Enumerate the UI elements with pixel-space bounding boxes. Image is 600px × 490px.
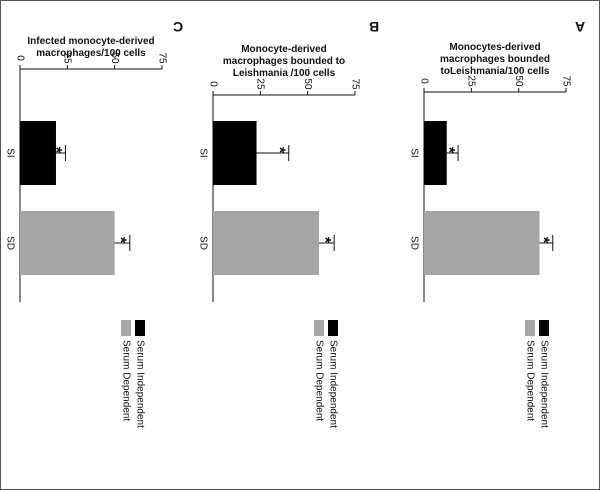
y-tick-label: 25: [255, 78, 266, 90]
chart-title-line: macrophages/100 cells: [36, 48, 146, 59]
legend-label: Serum Independent: [134, 340, 145, 428]
y-tick-label: 0: [418, 78, 429, 84]
significance-marker: *: [270, 147, 287, 154]
chart-title-line: Infected monocyte-derived: [27, 36, 154, 47]
chart-title-line: macrophages bounded to: [223, 56, 345, 67]
legend-swatch: [135, 320, 145, 336]
legend-swatch: [539, 320, 549, 336]
chart-title-line: macrophages bounded: [440, 54, 550, 65]
x-tick-label: SD: [408, 236, 419, 250]
legend-swatch: [121, 320, 131, 336]
legend-swatch: [314, 320, 324, 336]
significance-marker: *: [47, 147, 64, 154]
panel-letter: A: [575, 19, 585, 35]
chart-title-line: Monocyte-derived: [241, 44, 327, 55]
x-tick-label: SI: [4, 148, 15, 157]
y-tick-label: 50: [513, 75, 524, 87]
legend-label: Serum Independent: [538, 340, 549, 428]
x-tick-label: SD: [197, 236, 208, 250]
legend-label: Serum Dependent: [120, 340, 131, 421]
chart-title-line: toLeishmania/100 cells: [441, 66, 550, 77]
y-tick-label: 25: [62, 52, 73, 64]
significance-marker: *: [440, 147, 457, 154]
significance-marker: *: [316, 237, 333, 244]
y-tick-label: 75: [560, 75, 571, 87]
x-tick-label: SI: [408, 148, 419, 157]
panel-letter: C: [173, 19, 183, 35]
significance-marker: *: [112, 237, 129, 244]
bar-si: [20, 121, 56, 185]
y-tick-label: 0: [14, 55, 25, 61]
bar-si: [213, 121, 257, 185]
x-tick-label: SD: [4, 236, 15, 250]
panel-letter: B: [369, 19, 379, 35]
y-tick-label: 0: [207, 81, 218, 87]
legend-swatch: [525, 320, 535, 336]
bar-sd: [20, 211, 115, 275]
bar-sd: [424, 211, 540, 275]
legend-label: Serum Independent: [327, 340, 338, 428]
y-tick-label: 75: [156, 52, 167, 64]
y-tick-label: 50: [302, 78, 313, 90]
x-tick-label: SI: [197, 148, 208, 157]
y-tick-label: 75: [349, 78, 360, 90]
y-tick-label: 25: [466, 75, 477, 87]
bar-sd: [213, 211, 320, 275]
legend-label: Serum Dependent: [524, 340, 535, 421]
y-tick-label: 50: [109, 52, 120, 64]
significance-marker: *: [535, 237, 552, 244]
panel-C: C Infected monocyte-derivedmacrophages/10…: [4, 19, 183, 428]
bar-si: [424, 121, 447, 185]
chart-title-line: Monocytes-derived: [449, 42, 540, 53]
legend-label: Serum Dependent: [313, 340, 324, 421]
legend-swatch: [328, 320, 338, 336]
chart-title-line: Leishmania /100 cells: [233, 68, 336, 79]
